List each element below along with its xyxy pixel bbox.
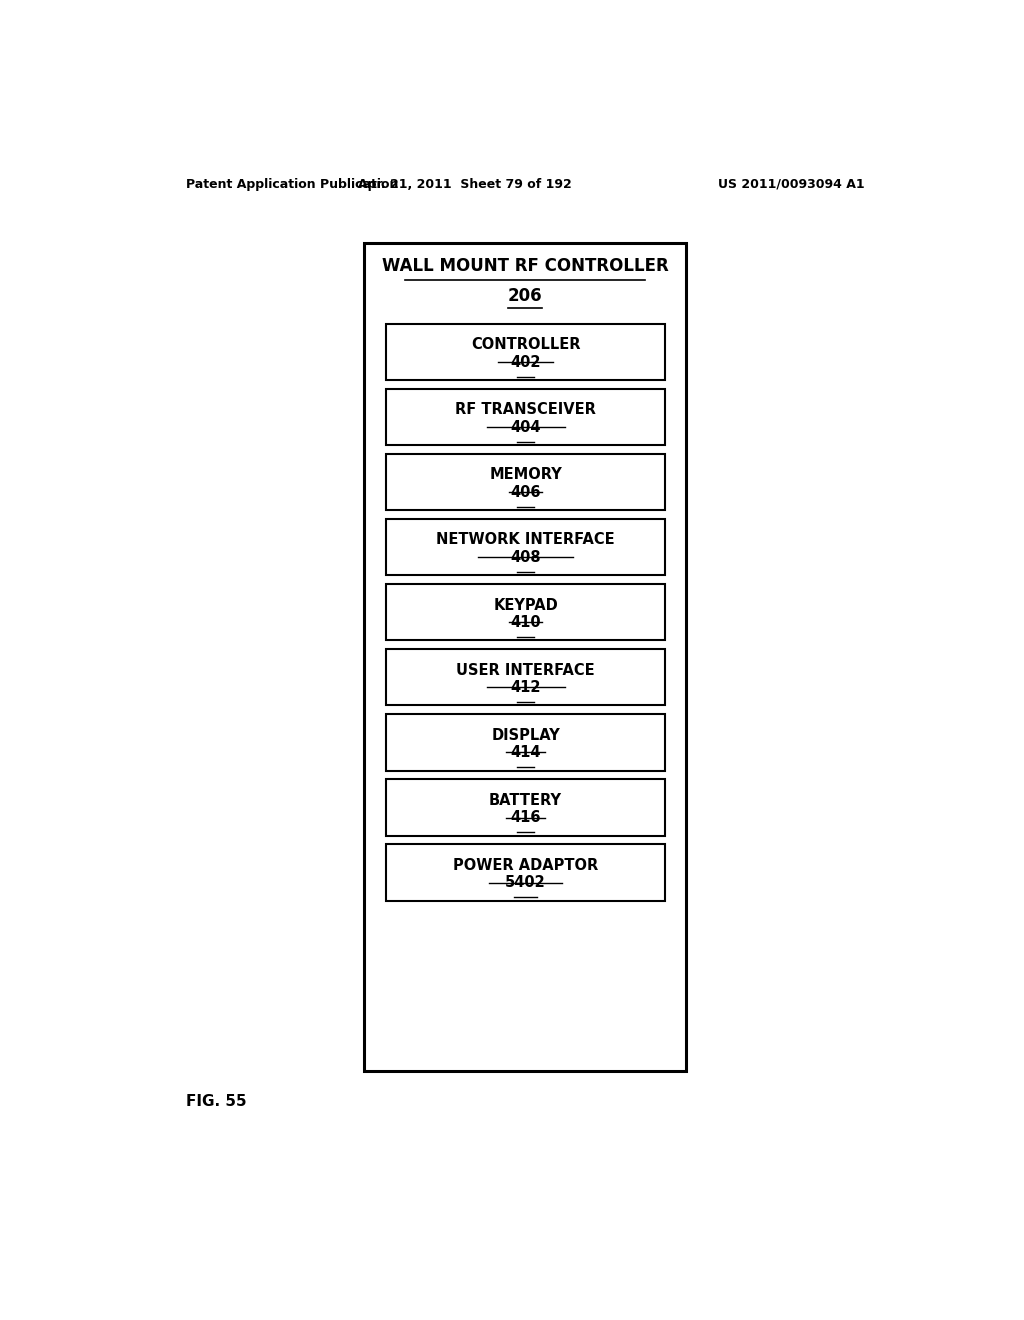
Text: 5402: 5402	[505, 875, 546, 891]
Bar	[386, 649, 665, 705]
Text: DISPLAY: DISPLAY	[492, 727, 560, 743]
Text: WALL MOUNT RF CONTROLLER: WALL MOUNT RF CONTROLLER	[382, 257, 669, 275]
Text: US 2011/0093094 A1: US 2011/0093094 A1	[718, 178, 864, 190]
Text: CONTROLLER: CONTROLLER	[471, 337, 581, 352]
Text: 404: 404	[510, 420, 541, 436]
Bar	[386, 714, 665, 771]
Text: 206: 206	[508, 286, 543, 305]
Text: MEMORY: MEMORY	[489, 467, 562, 482]
Text: Patent Application Publication: Patent Application Publication	[186, 178, 398, 190]
Text: FIG. 55: FIG. 55	[186, 1094, 247, 1109]
Text: NETWORK INTERFACE: NETWORK INTERFACE	[436, 532, 614, 548]
Text: 416: 416	[510, 810, 541, 825]
Bar	[386, 323, 665, 380]
Bar	[386, 845, 665, 900]
Bar	[386, 779, 665, 836]
Text: 414: 414	[510, 746, 541, 760]
Text: KEYPAD: KEYPAD	[494, 598, 558, 612]
Text: BATTERY: BATTERY	[489, 793, 562, 808]
Text: RF TRANSCEIVER: RF TRANSCEIVER	[455, 403, 596, 417]
Bar	[365, 243, 686, 1071]
Text: 410: 410	[510, 615, 541, 630]
Bar	[386, 389, 665, 445]
Text: 408: 408	[510, 550, 541, 565]
Bar	[386, 454, 665, 511]
Text: USER INTERFACE: USER INTERFACE	[457, 663, 595, 677]
Text: 406: 406	[510, 484, 541, 500]
Text: Apr. 21, 2011  Sheet 79 of 192: Apr. 21, 2011 Sheet 79 of 192	[358, 178, 572, 190]
Bar	[386, 585, 665, 640]
Text: 402: 402	[510, 355, 541, 370]
Text: POWER ADAPTOR: POWER ADAPTOR	[453, 858, 598, 873]
Text: 412: 412	[510, 680, 541, 696]
Bar	[386, 519, 665, 576]
